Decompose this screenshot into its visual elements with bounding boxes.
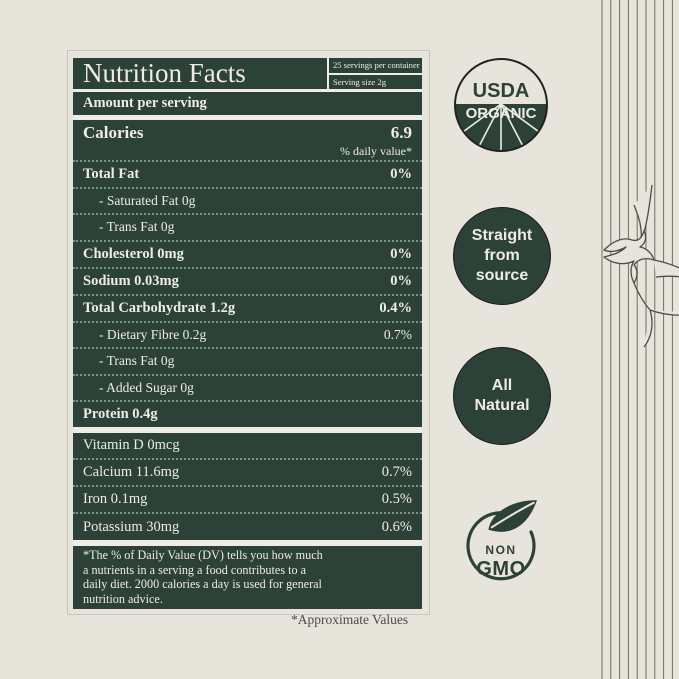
svg-text:USDA: USDA (473, 80, 530, 102)
svg-text:NON: NON (485, 543, 516, 557)
svg-text:ORGANIC: ORGANIC (466, 105, 537, 122)
svg-text:GMO: GMO (476, 558, 525, 580)
